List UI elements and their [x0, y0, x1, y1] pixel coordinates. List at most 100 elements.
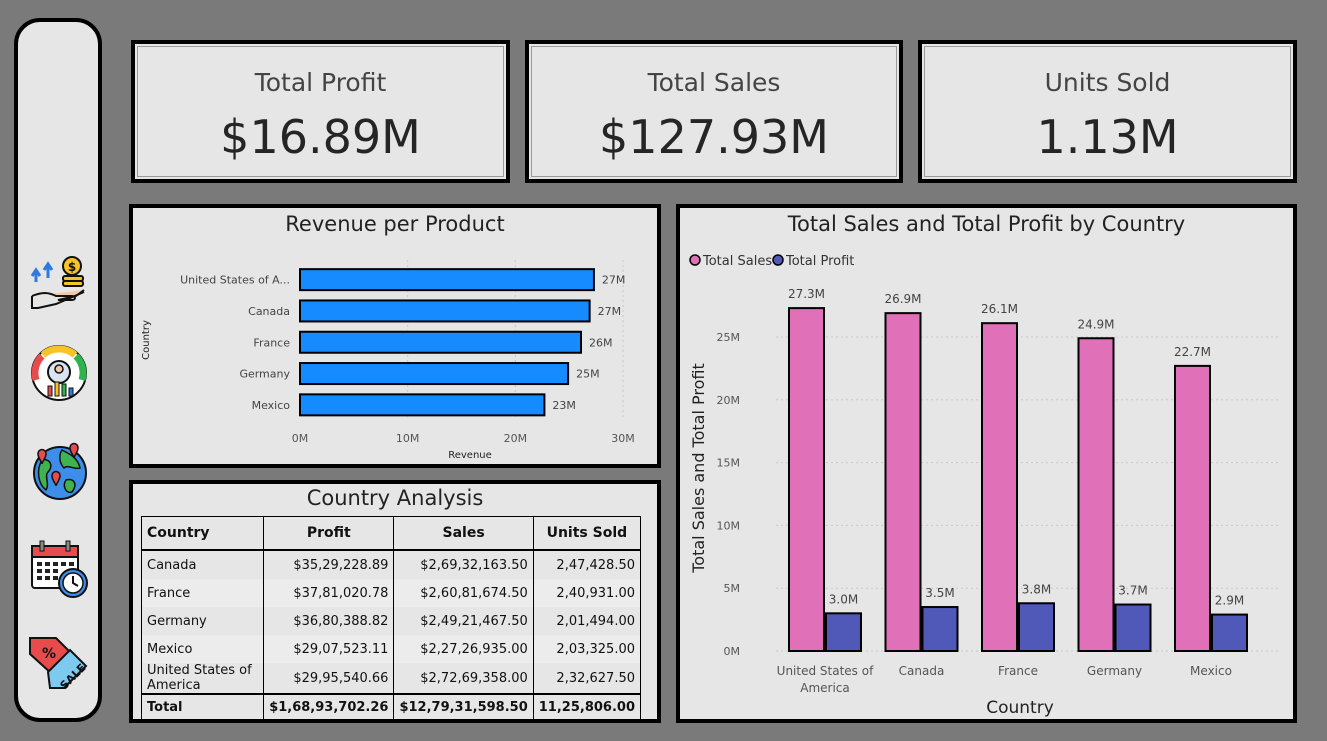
bar	[299, 268, 595, 292]
cell-profit: $36,80,388.82	[263, 607, 395, 635]
legend-item: Total Profit	[772, 254, 854, 269]
data-label: 3.5M	[925, 586, 954, 600]
legend-swatch	[772, 254, 784, 266]
dashboard-gauge-icon[interactable]	[28, 342, 90, 404]
cell-units: 2,01,494.00	[532, 607, 642, 635]
x-tick-label: 20M	[504, 432, 528, 445]
sidebar: $	[14, 18, 102, 722]
table-row: Germany $36,80,388.82 $2,49,21,467.50 2,…	[140, 607, 642, 635]
x-tick-label: 0M	[292, 432, 309, 445]
table-row: United States of America $29,95,540.66 $…	[140, 663, 642, 694]
kpi-title: Units Sold	[1044, 68, 1171, 97]
data-label: 27.3M	[788, 287, 825, 301]
bar	[1114, 603, 1152, 653]
data-label: 27M	[598, 305, 622, 318]
country-analysis-panel: Country Analysis Country Profit Sales Un…	[129, 480, 661, 723]
x-tick-label: France	[998, 664, 1038, 678]
bar	[299, 330, 583, 354]
x-tick-label: Germany	[1087, 664, 1142, 678]
globe-map-icon[interactable]	[28, 440, 90, 502]
bar	[788, 307, 825, 652]
table-row: France $37,81,020.78 $2,60,81,674.50 2,4…	[140, 579, 642, 607]
revenue-chart-panel: Revenue per Product 0M 10M 20M 30M United St…	[129, 204, 661, 468]
data-label: 26.9M	[884, 292, 921, 306]
cell-units: 2,32,627.50	[532, 663, 642, 694]
svg-text:%: %	[42, 646, 56, 662]
legend-item: Total Sales	[689, 254, 772, 269]
data-label: 3.8M	[1022, 582, 1051, 596]
revenue-chart-title: Revenue per Product	[285, 212, 505, 236]
profit-growth-icon[interactable]: $	[28, 252, 90, 314]
data-label: 23M	[552, 399, 576, 412]
y-tick-label: United States of A...	[180, 274, 290, 287]
bar	[825, 612, 862, 653]
cell-profit: $37,81,020.78	[263, 579, 395, 607]
y-axis-label: Total Sales and Total Profit	[689, 363, 708, 574]
bar	[299, 299, 591, 323]
kpi-card-units-sold: Units Sold 1.13M	[918, 40, 1297, 183]
bar	[1018, 602, 1055, 653]
country-analysis-table: Country Profit Sales Units Sold Canada $…	[140, 516, 642, 720]
bar	[1211, 613, 1248, 652]
data-label: 2.9M	[1215, 594, 1244, 608]
x-axis-label: Country	[986, 698, 1054, 718]
table-header-row: Country Profit Sales Units Sold	[140, 516, 642, 551]
data-label: 22.7M	[1174, 345, 1211, 359]
cell-country: France	[140, 579, 265, 607]
data-label: 3.0M	[829, 592, 858, 606]
y-tick-label: Canada	[248, 305, 290, 318]
revenue-chart: 0M 10M 20M 30M United States of A... 27M Canad…	[141, 260, 635, 461]
kpi-value: $16.89M	[220, 110, 421, 164]
kpi-card-frame	[531, 46, 897, 177]
cell-total-sales: $12,79,31,598.50	[393, 693, 534, 720]
y-tick-label: 25M	[717, 331, 741, 344]
svg-text:$: $	[68, 260, 76, 274]
cell-profit: $35,29,228.89	[263, 550, 395, 579]
bar	[981, 322, 1018, 653]
kpi-title: Total Profit	[254, 68, 387, 97]
cell-total-units: 11,25,806.00	[532, 693, 642, 720]
bar	[299, 362, 570, 386]
data-label: 24.9M	[1077, 317, 1114, 331]
y-tick-label: 5M	[724, 582, 741, 595]
y-tick-label: 10M	[717, 519, 741, 532]
sale-tag-icon[interactable]: % SALE	[28, 632, 90, 694]
x-tick-label: United States of	[777, 664, 874, 678]
kpi-title: Total Sales	[647, 68, 781, 97]
bar	[921, 606, 959, 653]
cell-units: 2,03,325.00	[532, 635, 642, 663]
column-header[interactable]: Country	[140, 516, 265, 551]
legend-swatch	[689, 254, 701, 266]
legend-label: Total Profit	[785, 254, 854, 269]
bar	[1077, 337, 1115, 652]
country-table-title: Country Analysis	[306, 486, 484, 510]
cell-country: Mexico	[140, 635, 265, 663]
y-tick-label: Mexico	[252, 399, 291, 412]
cell-sales: $2,49,21,467.50	[393, 607, 534, 635]
sales-profit-chart-panel: Total Sales and Total Profit by Country …	[676, 204, 1297, 723]
y-tick-label: Germany	[239, 368, 290, 381]
column-header[interactable]: Profit	[263, 516, 395, 551]
cell-sales: $2,60,81,674.50	[393, 579, 534, 607]
legend-label: Total Sales	[702, 254, 772, 269]
table-row: Canada $35,29,228.89 $2,69,32,163.50 2,4…	[140, 550, 642, 579]
cell-total-label: Total	[140, 693, 265, 720]
table-total-row: Total $1,68,93,702.26 $12,79,31,598.50 1…	[140, 693, 642, 720]
kpi-card-total-profit: Total Profit $16.89M	[131, 40, 510, 183]
x-axis-label: Revenue	[448, 450, 492, 461]
cell-profit: $29,07,523.11	[263, 635, 395, 663]
y-tick-label: France	[253, 336, 290, 349]
sales-profit-chart-title: Total Sales and Total Profit by Country	[787, 212, 1186, 236]
cell-sales: $2,72,69,358.00	[393, 663, 534, 694]
cell-country: Germany	[140, 607, 265, 635]
column-header[interactable]: Units Sold	[532, 516, 642, 551]
column-header[interactable]: Sales	[393, 516, 534, 551]
kpi-card-frame	[137, 46, 504, 177]
x-tick-label: Canada	[899, 664, 945, 678]
y-tick-label: 0M	[724, 645, 741, 658]
calendar-clock-icon[interactable]	[28, 538, 90, 600]
y-tick-label: 15M	[717, 457, 741, 470]
data-label: 26M	[589, 336, 613, 349]
cell-units: 2,47,428.50	[532, 550, 642, 579]
data-label: 27M	[602, 274, 626, 287]
